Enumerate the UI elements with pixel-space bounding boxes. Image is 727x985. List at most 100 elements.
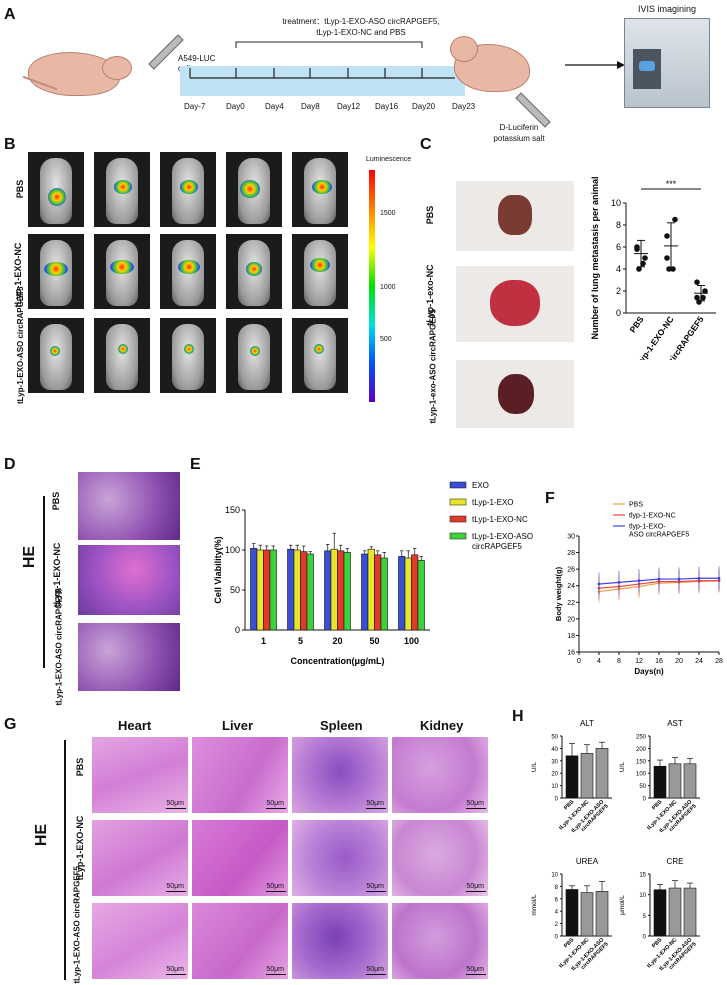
y-tick-label: 10 [551, 784, 558, 790]
y-tick-label: 15 [639, 873, 646, 879]
y-tick-label: 150 [636, 759, 647, 765]
x-tick-label: PBS [563, 799, 575, 811]
x-tick-label: PBS [627, 314, 645, 334]
chart-title: AST [667, 719, 683, 728]
ivis-machine-icon [624, 18, 710, 108]
data-point [597, 582, 601, 586]
histology-image: 50μm [292, 903, 388, 979]
bar [404, 557, 412, 631]
x-tick-label: 0 [577, 658, 581, 665]
y-tick-label: 150 [225, 505, 240, 515]
y-tick-label: 100 [636, 772, 647, 778]
x-axis-label: Concentration(μg/mL) [291, 656, 385, 666]
y-tick-label: 40 [551, 747, 558, 753]
y-tick-label: 4 [555, 910, 559, 916]
g-row-label-pbs: PBS [75, 757, 85, 777]
panel-label-a: A [4, 6, 16, 23]
data-point [694, 279, 700, 285]
y-axis-label: μmol/L [619, 895, 626, 915]
bar [653, 889, 667, 937]
g-he-label: HE [33, 823, 50, 847]
panel-label-e: E [190, 456, 201, 473]
c-row-label-pbs: PBS [425, 205, 435, 225]
c-row-label-aso: tLyp-1-exo-ASO circRAPGEF5 [428, 309, 438, 424]
y-axis-label: Number of lung metastasis per animal [590, 176, 600, 339]
histology-image: 50μm [92, 820, 188, 896]
bar [580, 753, 594, 799]
chart-cre: CRE051015μmol/LPBStLyp-1-EXO-NCtLyp-1-EX… [619, 857, 700, 972]
cell-line-text: A549-LUC [178, 54, 216, 63]
y-tick-label: 26 [567, 567, 575, 574]
y-tick-label: 6 [555, 897, 559, 903]
x-tick-label: 24 [695, 658, 703, 665]
chart-lung-metastasis: 0 2 4 6 8 10 Number of lung metastasis per ani… [590, 176, 716, 360]
mouse-image [160, 318, 216, 393]
y-tick-label: 22 [567, 600, 575, 607]
data-point [672, 216, 678, 223]
y-tick-label: 200 [636, 747, 647, 753]
day-label-2: Day4 [265, 102, 284, 111]
bar [306, 553, 314, 631]
y-tick-label: 250 [636, 735, 647, 741]
legend-swatch [449, 532, 467, 540]
legend-label: tLyp-1-EXO-NC [472, 515, 528, 524]
bar [287, 548, 295, 631]
bar [367, 548, 375, 631]
significance-label: *** [666, 179, 677, 189]
lung-photo [456, 360, 574, 428]
x-tick-label: tLyp-1-EXO-ASOcircRAPGEF5 [570, 937, 610, 977]
bar [595, 748, 609, 799]
he-image [78, 472, 180, 540]
bar [417, 560, 425, 631]
data-point [617, 581, 621, 584]
mouse-image [160, 234, 216, 309]
colorbar [369, 170, 375, 402]
mouse-illustration-right [448, 28, 548, 100]
luciferin-line-2: potassium salt [493, 134, 545, 143]
histology-image: 50μm [192, 737, 288, 813]
data-point [636, 266, 642, 272]
bar [580, 892, 594, 937]
bar [653, 765, 667, 799]
y-tick-label: 2 [555, 922, 559, 928]
chart-title: ALT [580, 719, 594, 728]
x-tick-label: 20 [332, 636, 342, 646]
day-label-1: Day0 [226, 102, 245, 111]
panel-label-c: C [420, 136, 432, 153]
x-tick-label: PBS [651, 937, 663, 949]
bar [337, 550, 345, 631]
scale-bar-label: 50μm [166, 800, 186, 809]
g-bracket-line [64, 740, 66, 980]
bar [565, 755, 579, 799]
g-col-liver: Liver [222, 718, 254, 733]
bar [343, 552, 351, 631]
g-col-spleen: Spleen [320, 718, 363, 733]
arrow-icon [565, 61, 625, 69]
histology-image: 50μm [92, 737, 188, 813]
y-tick-label: 50 [551, 735, 558, 741]
mouse-image [292, 152, 348, 227]
g-col-kidney: Kidney [420, 718, 464, 733]
bar [330, 548, 338, 631]
luciferin-label: D-Luciferin potassium salt [484, 122, 554, 144]
mouse-image [28, 318, 84, 393]
x-axis-label: Days(n) [634, 667, 664, 676]
y-tick-label: 28 [567, 550, 575, 557]
data-point [717, 576, 721, 580]
y-axis-label: Cell Viability(%) [213, 536, 223, 603]
bar [668, 763, 682, 799]
scale-bar-label: 50μm [166, 966, 186, 975]
x-tick-label: 100 [404, 636, 419, 646]
day-label-0: Day-7 [184, 102, 206, 111]
y-tick-label: 2 [616, 286, 621, 296]
x-tick-label: 20 [675, 658, 683, 665]
data-point [700, 294, 706, 301]
chart-title: UREA [576, 857, 599, 866]
chart-ast: AST050100150200250U/LPBStLyp-1-EXO-NCtLy… [619, 719, 700, 834]
histology-grid: 50μm 50μm 50μm 50μm 50μm 50μm 50μm 50μm 50μm 50μm… [92, 737, 492, 979]
panel-label-g: G [4, 716, 17, 733]
y-tick-label: 30 [551, 759, 558, 765]
data-point [657, 577, 661, 581]
chart-cell-viability: 0 50 100 150 Cell Viability(%) 1 5 20 50 100 Conce… [213, 481, 533, 666]
histology-image: 50μm [192, 903, 288, 979]
